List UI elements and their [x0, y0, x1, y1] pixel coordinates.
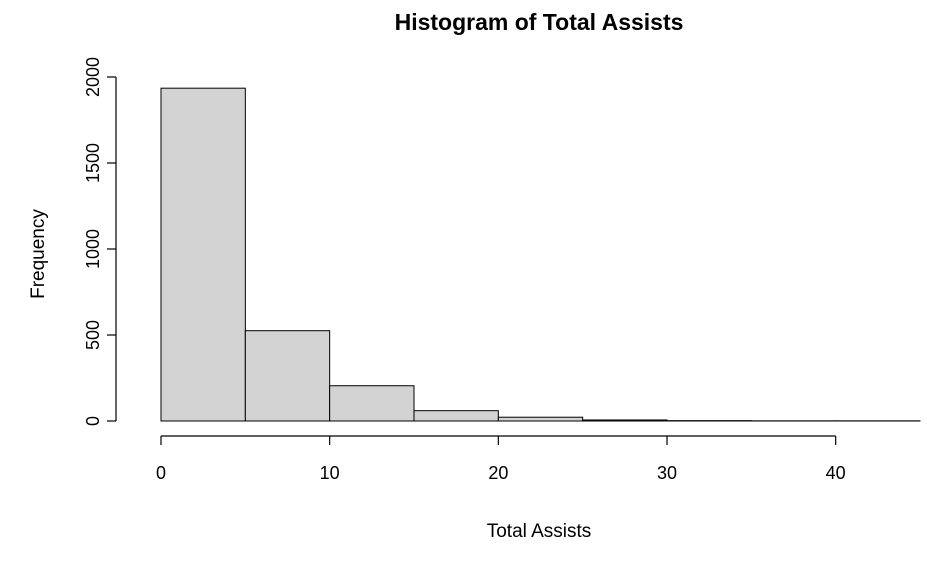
chart-title: Histogram of Total Assists	[395, 9, 684, 35]
bars-group	[160, 87, 921, 422]
histogram-bar	[329, 385, 415, 422]
histogram-bar	[497, 416, 584, 422]
y-tick-label: 1000	[83, 229, 103, 269]
y-axis-label: Frequency	[28, 209, 49, 299]
x-axis-label: Total Assists	[487, 521, 592, 542]
y-tick-label: 500	[83, 320, 103, 350]
x-tick-label: 10	[320, 463, 340, 483]
x-tick-label: 40	[826, 463, 846, 483]
y-axis: 0 500 1000 1500 2000	[83, 57, 117, 426]
x-tick-label: 30	[657, 463, 677, 483]
histogram-bar	[413, 410, 499, 422]
histogram-bar	[160, 87, 246, 422]
histogram-bar	[244, 330, 331, 422]
x-tick-label: 20	[488, 463, 508, 483]
y-tick-label: 0	[83, 416, 103, 426]
histogram-bar	[582, 419, 668, 422]
y-tick-label: 1500	[83, 143, 103, 183]
x-axis: 0 10 20 30 40	[156, 435, 846, 483]
y-tick-label: 2000	[83, 57, 103, 97]
x-tick-label: 0	[156, 463, 166, 483]
